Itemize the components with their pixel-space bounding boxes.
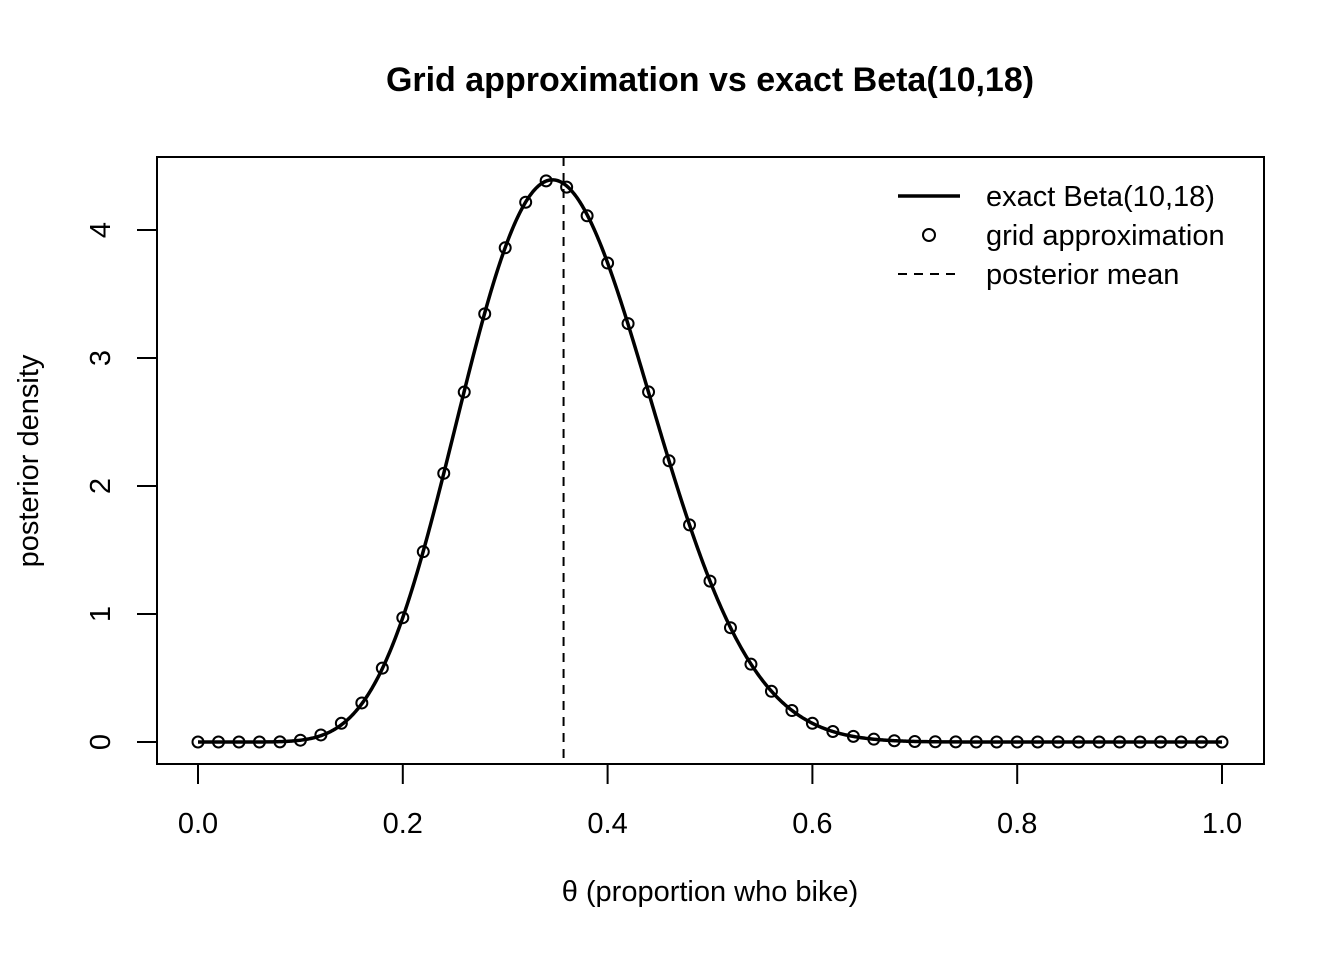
grid-point	[969, 735, 983, 749]
x-tick-label: 0.6	[792, 808, 832, 840]
grid-point	[191, 735, 205, 749]
grid-point	[928, 735, 942, 749]
legend: exact Beta(10,18) grid approximation pos…	[898, 181, 1225, 291]
grid-point	[601, 256, 615, 270]
x-axis-label: θ (proportion who bike)	[562, 876, 859, 908]
grid-point	[949, 735, 963, 749]
grid-point	[1195, 735, 1209, 749]
grid-point	[539, 174, 553, 188]
grid-point	[1174, 735, 1188, 749]
grid-point	[867, 732, 881, 746]
grid-point	[580, 209, 594, 223]
grid-point	[252, 735, 266, 749]
grid-point	[826, 725, 840, 739]
grid-point	[723, 621, 737, 635]
exact-beta-curve	[197, 178, 1223, 744]
y-axis: 0 1 2 3 4	[85, 222, 158, 750]
y-tick-label: 3	[85, 350, 117, 366]
grid-point	[1051, 735, 1065, 749]
grid-point	[887, 734, 901, 748]
grid-approximation-points	[191, 174, 1229, 749]
x-tick-label: 0.2	[383, 808, 423, 840]
grid-point	[478, 307, 492, 321]
y-tick-label: 0	[85, 734, 117, 750]
grid-point	[1215, 735, 1229, 749]
grid-point	[1010, 735, 1024, 749]
grid-point	[273, 735, 287, 749]
y-axis-label: posterior density	[13, 354, 45, 567]
grid-point	[293, 733, 307, 747]
grid-point	[805, 716, 819, 730]
y-tick-label: 1	[85, 606, 117, 622]
grid-point	[764, 684, 778, 698]
grid-point	[334, 716, 348, 730]
chart-title: Grid approximation vs exact Beta(10,18)	[386, 61, 1034, 99]
grid-point	[1154, 735, 1168, 749]
x-axis: 0.0 0.2 0.4 0.6 0.8 1.0	[178, 763, 1242, 840]
grid-point	[355, 696, 369, 710]
grid-point	[232, 735, 246, 749]
x-tick-label: 0.4	[587, 808, 627, 840]
y-tick-label: 2	[85, 478, 117, 494]
grid-point	[560, 180, 574, 194]
grid-point	[703, 574, 717, 588]
grid-point	[990, 735, 1004, 749]
legend-label-grid: grid approximation	[986, 220, 1225, 252]
grid-point	[1092, 735, 1106, 749]
grid-point	[375, 661, 389, 675]
grid-point	[314, 728, 328, 742]
grid-point	[846, 729, 860, 743]
grid-point	[211, 735, 225, 749]
grid-point	[683, 518, 697, 532]
grid-point	[662, 454, 676, 468]
grid-point	[642, 385, 656, 399]
y-tick-label: 4	[85, 222, 117, 238]
x-tick-label: 0.0	[178, 808, 218, 840]
grid-point	[498, 241, 512, 255]
grid-point	[744, 657, 758, 671]
grid-point	[396, 611, 410, 625]
grid-point	[908, 734, 922, 748]
grid-point	[416, 545, 430, 559]
legend-circle-swatch	[922, 228, 936, 242]
grid-point	[519, 195, 533, 209]
legend-label-exact: exact Beta(10,18)	[986, 181, 1215, 213]
x-tick-label: 1.0	[1202, 808, 1242, 840]
grid-point	[1113, 735, 1127, 749]
x-tick-label: 0.8	[997, 808, 1037, 840]
grid-point	[785, 704, 799, 718]
grid-point	[621, 317, 635, 331]
grid-point	[1031, 735, 1045, 749]
grid-point	[1072, 735, 1086, 749]
grid-point	[1133, 735, 1147, 749]
grid-point	[437, 466, 451, 480]
grid-point	[457, 385, 471, 399]
legend-label-mean: posterior mean	[986, 259, 1179, 291]
